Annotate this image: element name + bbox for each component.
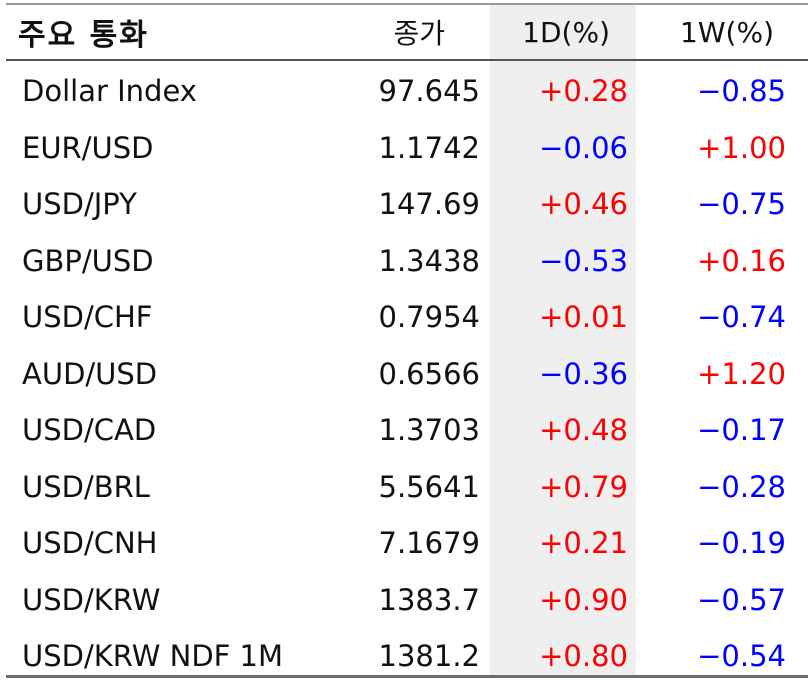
row-name: USD/CAD <box>22 413 157 448</box>
row-name: Dollar Index <box>22 74 197 109</box>
row-close: 1.3438 <box>378 243 480 278</box>
row-1w: −0.75 <box>697 187 786 222</box>
row-close: 0.6566 <box>378 356 480 391</box>
row-name: GBP/USD <box>22 243 154 278</box>
row-1w: −0.17 <box>697 413 786 448</box>
row-name: USD/KRW <box>22 582 161 617</box>
row-1w: −0.85 <box>697 74 786 109</box>
header-row: 주요 통화 종가 1D(%) 1W(%) <box>6 5 808 59</box>
row-name: AUD/USD <box>22 356 158 391</box>
table-row: USD/KRW 1383.7 +0.90 −0.57 <box>6 572 808 629</box>
row-close: 147.69 <box>378 187 480 222</box>
row-1d: +0.80 <box>539 639 628 674</box>
row-1d: −0.36 <box>539 356 628 391</box>
header-1w: 1W(%) <box>680 15 774 49</box>
row-name: EUR/USD <box>22 130 154 165</box>
row-1w: +1.20 <box>697 356 786 391</box>
row-name: USD/CNH <box>22 526 158 561</box>
table-row: USD/BRL 5.5641 +0.79 −0.28 <box>6 459 808 516</box>
bottom-rule <box>6 675 808 678</box>
row-1d: +0.21 <box>539 526 628 561</box>
row-1d: +0.90 <box>539 582 628 617</box>
header-name: 주요 통화 <box>18 18 149 53</box>
table-row: USD/CHF 0.7954 +0.01 −0.74 <box>6 289 808 346</box>
table-row: USD/KRW NDF 1M 1381.2 +0.80 −0.54 <box>6 628 808 685</box>
row-close: 5.5641 <box>378 469 480 504</box>
close-column-shade <box>490 5 636 675</box>
row-close: 0.7954 <box>378 300 480 335</box>
header-1d: 1D(%) <box>522 15 610 49</box>
table-row: GBP/USD 1.3438 −0.53 +0.16 <box>6 233 808 290</box>
table-row: Dollar Index 97.645 +0.28 −0.85 <box>6 59 808 120</box>
row-1w: +0.16 <box>697 243 786 278</box>
table-row: USD/CNH 7.1679 +0.21 −0.19 <box>6 515 808 572</box>
row-close: 1383.7 <box>378 582 480 617</box>
row-name: USD/BRL <box>22 469 150 504</box>
row-close: 97.645 <box>378 74 480 109</box>
row-1d: +0.48 <box>539 413 628 448</box>
header-rule <box>6 59 808 61</box>
row-1d: +0.79 <box>539 469 628 504</box>
table-row: USD/CAD 1.3703 +0.48 −0.17 <box>6 402 808 459</box>
currency-table: 주요 통화 종가 1D(%) 1W(%) Dollar Index 97.645 +… <box>6 5 808 685</box>
row-1w: −0.57 <box>697 582 786 617</box>
row-close: 1.1742 <box>378 130 480 165</box>
row-close: 7.1679 <box>378 526 480 561</box>
row-1d: +0.46 <box>539 187 628 222</box>
row-close: 1.3703 <box>378 413 480 448</box>
row-1w: +1.00 <box>697 130 786 165</box>
table-row: EUR/USD 1.1742 −0.06 +1.00 <box>6 120 808 177</box>
table-row: USD/JPY 147.69 +0.46 −0.75 <box>6 176 808 233</box>
header-close: 종가 <box>393 17 445 50</box>
row-1d: −0.06 <box>539 130 628 165</box>
row-1d: −0.53 <box>539 243 628 278</box>
row-name: USD/CHF <box>22 300 153 335</box>
row-1w: −0.19 <box>697 526 786 561</box>
table-row: AUD/USD 0.6566 −0.36 +1.20 <box>6 346 808 403</box>
row-1w: −0.54 <box>697 639 786 674</box>
row-1d: +0.01 <box>539 300 628 335</box>
row-close: 1381.2 <box>378 639 480 674</box>
top-rule <box>6 3 808 5</box>
row-1d: +0.28 <box>539 74 628 109</box>
row-name: USD/KRW NDF 1M <box>22 639 284 674</box>
row-1w: −0.28 <box>697 469 786 504</box>
row-1w: −0.74 <box>697 300 786 335</box>
row-name: USD/JPY <box>22 187 137 222</box>
